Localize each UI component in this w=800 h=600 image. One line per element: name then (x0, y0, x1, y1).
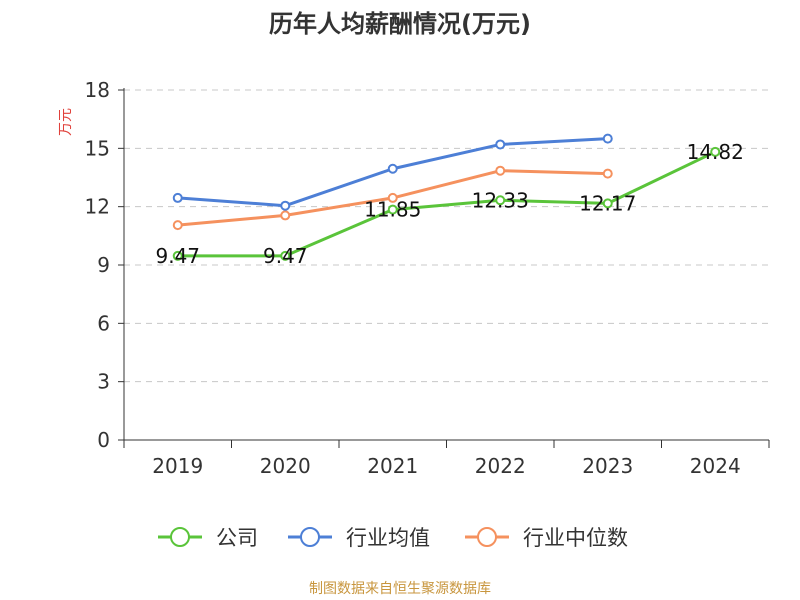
axes: 0 3 6 9 12 15 18 2019 2020 2021 2022 2023 2024 万元 (58, 78, 770, 478)
data-point[interactable] (602, 168, 613, 179)
data-point[interactable] (172, 250, 183, 261)
legend-item[interactable]: 公司 (158, 526, 258, 550)
data-point[interactable] (387, 163, 398, 174)
data-point[interactable] (280, 200, 291, 211)
x-tick-label: 2022 (475, 454, 526, 478)
y-tick-label: 12 (85, 195, 110, 219)
source-note: 制图数据来自恒生聚源数据库 (309, 581, 491, 597)
y-tick-label: 18 (85, 78, 110, 102)
data-point[interactable] (495, 139, 506, 150)
data-point[interactable] (387, 204, 398, 215)
legend-label: 行业均值 (346, 526, 430, 550)
y-tick-label: 15 (85, 136, 110, 160)
legend-item[interactable]: 行业均值 (288, 526, 430, 550)
data-label: 14.82 (687, 140, 744, 164)
x-tick-label: 2023 (582, 454, 633, 478)
data-point[interactable] (172, 192, 183, 203)
data-point[interactable] (495, 165, 506, 176)
legend-marker-icon (170, 527, 190, 547)
data-label: 11.85 (364, 198, 421, 222)
data-label: 9.47 (263, 244, 308, 268)
series-lines (172, 133, 721, 261)
data-label: 9.47 (155, 244, 200, 268)
legend[interactable]: 公司 行业均值 行业中位数 (158, 526, 628, 550)
data-point[interactable] (602, 133, 613, 144)
y-tick-label: 6 (97, 311, 110, 335)
data-point[interactable] (710, 146, 721, 157)
y-tick-label: 3 (97, 370, 110, 394)
x-tick-label: 2021 (367, 454, 418, 478)
y-axis-title: 万元 (58, 108, 74, 136)
x-tick-label: 2020 (260, 454, 311, 478)
data-label: 12.17 (579, 191, 636, 215)
y-tick-label: 9 (97, 253, 110, 277)
legend-marker-icon (477, 527, 497, 547)
series-line (177, 150, 716, 258)
legend-item[interactable]: 行业中位数 (465, 526, 628, 550)
chart-title: 历年人均薪酬情况(万元) (269, 10, 531, 38)
data-labels: 9.47 9.47 11.85 12.33 12.17 14.82 (155, 140, 743, 268)
x-tick-label: 2024 (690, 454, 741, 478)
x-tick-label: 2019 (152, 454, 203, 478)
data-label: 12.33 (472, 188, 529, 212)
data-point[interactable] (602, 198, 613, 209)
data-point[interactable] (280, 250, 291, 261)
data-point[interactable] (280, 210, 291, 221)
y-tick-label: 0 (97, 428, 110, 452)
grid-lines (124, 89, 769, 383)
legend-label: 行业中位数 (523, 526, 628, 550)
legend-label: 公司 (216, 526, 258, 550)
data-point[interactable] (387, 192, 398, 203)
data-point[interactable] (172, 220, 183, 231)
legend-marker-icon (300, 527, 320, 547)
data-point[interactable] (495, 195, 506, 206)
